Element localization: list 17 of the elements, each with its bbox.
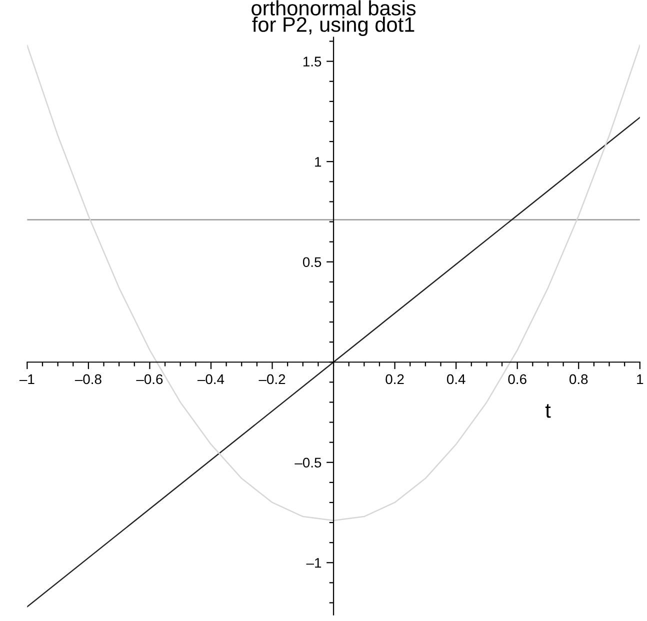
y-tick-label: 0.5 [302, 257, 322, 268]
y-tick-label: 1 [315, 157, 322, 167]
x-tick-label: 1 [637, 374, 644, 384]
x-axis-title: t [545, 404, 551, 418]
chart-title: orthonormal basis for P2, using dot1 [252, 0, 416, 36]
x-tick-label: 0.8 [570, 374, 588, 384]
x-tick-label: –0.2 [258, 374, 286, 384]
y-tick-label: –0.5 [294, 458, 322, 468]
x-tick-label: –0.8 [74, 374, 102, 384]
x-tick-label: 0.4 [446, 374, 466, 384]
y-tick-label: 1.5 [303, 56, 322, 66]
x-tick-label: 0.2 [386, 374, 404, 384]
y-tick-label: –1 [306, 558, 322, 568]
x-tick-label: –0.6 [136, 374, 163, 384]
x-tick-label: 0.6 [508, 374, 526, 384]
x-tick-label: –0.4 [197, 374, 224, 384]
x-tick-label: –1 [19, 374, 34, 384]
